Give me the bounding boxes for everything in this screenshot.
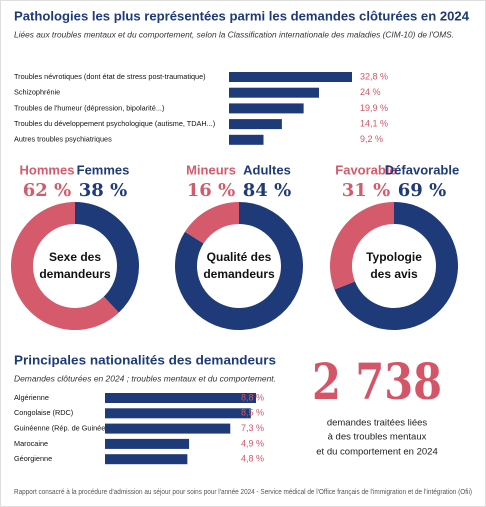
- donut-segment: [330, 202, 394, 290]
- donut-label: demandeurs: [39, 267, 111, 281]
- donut-segment: [334, 202, 458, 330]
- category-label: Géorgienne: [14, 454, 52, 463]
- bar: [229, 119, 282, 130]
- bar: [105, 408, 251, 419]
- highlight-text: et du comportement en 2024: [316, 447, 437, 458]
- title: Pathologies les plus représentées parmi …: [14, 8, 470, 23]
- category-label: Congolaise (RDC): [14, 408, 73, 417]
- value-label: 8,8 %: [241, 392, 264, 402]
- category-label: Guinéenne (Rép. de Guinée): [14, 424, 108, 433]
- legend-value: 38 %: [79, 180, 127, 201]
- donut-label: demandeurs: [203, 267, 275, 281]
- donut-label: des avis: [370, 267, 418, 281]
- category-label: Algérienne: [14, 393, 49, 402]
- value-label: 4,8 %: [241, 454, 264, 464]
- value-label: 14,1 %: [360, 118, 388, 128]
- value-label: 24 %: [360, 87, 381, 97]
- category-label: Troubles névrotiques (dont état de stres…: [14, 72, 206, 81]
- donut-segment: [184, 202, 239, 244]
- donut-segment: [11, 202, 119, 330]
- legend-value: 84 %: [243, 180, 291, 201]
- bar: [229, 72, 352, 82]
- category-label: Schizophrénie: [14, 88, 60, 97]
- category-label: Troubles du développement psychologique …: [14, 119, 215, 128]
- title: Principales nationalités des demandeurs: [14, 353, 276, 367]
- legend-name: Adultes: [243, 162, 291, 177]
- big-number: 2 738: [312, 352, 442, 411]
- legend-name: Mineurs: [186, 162, 236, 177]
- bar: [105, 393, 256, 403]
- value-label: 19,9 %: [360, 103, 388, 113]
- legend-value: 16 %: [187, 180, 235, 201]
- legend-value: 62 %: [23, 180, 71, 201]
- donut-segment: [175, 202, 303, 330]
- value-label: 32,8 %: [360, 71, 388, 81]
- legend-value: 69 %: [398, 180, 446, 201]
- bar: [229, 87, 319, 98]
- value-label: 8,5 %: [241, 408, 264, 418]
- donut-label: Sexe des: [49, 250, 101, 264]
- bar: [105, 438, 190, 449]
- legend-name: Femmes: [77, 162, 130, 177]
- bar: [105, 423, 231, 434]
- value-label: 7,3 %: [241, 423, 264, 433]
- highlight-text: demandes traitées liées: [327, 418, 428, 429]
- bar: [229, 103, 304, 114]
- legend-name: Favorable: [335, 162, 396, 177]
- value-label: 9,2 %: [360, 134, 383, 144]
- donut-segment: [75, 202, 139, 313]
- legend-value: 31 %: [342, 180, 390, 201]
- donut-label: Qualité des: [207, 250, 272, 264]
- bar: [229, 134, 264, 145]
- subtitle: Liées aux troubles mentaux et du comport…: [14, 29, 454, 39]
- highlight-text: à des troubles mentaux: [328, 432, 427, 443]
- donut-label: Typologie: [366, 250, 422, 264]
- legend-name: Hommes: [20, 162, 75, 177]
- subtitle: Demandes clôturées en 2024 ; troubles me…: [14, 373, 276, 383]
- category-label: Autres troubles psychiatriques: [14, 135, 112, 144]
- category-label: Marocaine: [14, 439, 48, 448]
- bar: [105, 454, 188, 465]
- source: Rapport consacré à la procédure d'admiss…: [14, 489, 472, 496]
- category-label: Troubles de l'humeur (dépression, bipola…: [14, 103, 164, 112]
- legend-name: Défavorable: [385, 162, 459, 177]
- value-label: 4,9 %: [241, 438, 264, 448]
